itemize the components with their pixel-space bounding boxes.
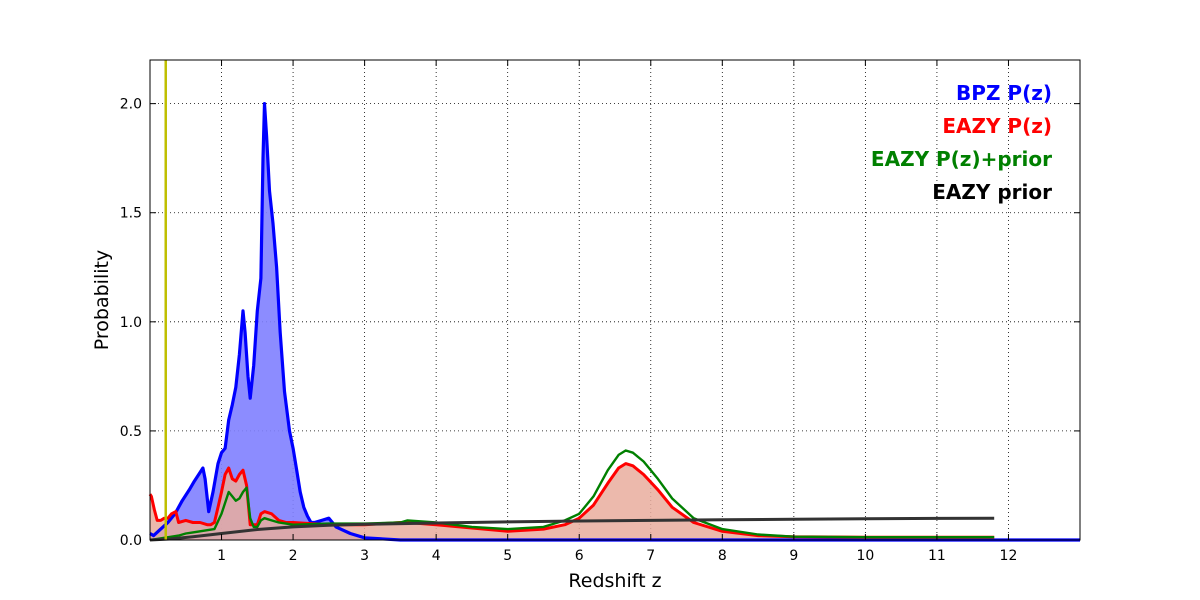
legend-entry-eazy-p-z: EAZY P(z) <box>942 114 1052 138</box>
series-lines <box>148 101 1080 542</box>
x-tick-label: 4 <box>432 548 441 564</box>
y-tick-label: 1.0 <box>120 315 142 331</box>
axis-ticks: 1 2 3 4 5 6 7 8 9 10 11 120.00.51.01.52.0 <box>120 60 1080 564</box>
grid <box>150 60 1080 541</box>
x-tick-label: 2 <box>289 548 298 564</box>
x-tick-label: 8 <box>718 548 727 564</box>
y-tick-label: 0.5 <box>120 424 142 440</box>
x-tick-label: 5 <box>503 548 512 564</box>
plot-frame <box>149 59 1081 541</box>
legend: BPZ P(z) EAZY P(z) EAZY P(z)+prior EAZY pri… <box>871 81 1052 204</box>
x-tick-label: 11 <box>928 548 946 564</box>
x-axis-title: Redshift z <box>568 570 661 592</box>
eazy-prior-line <box>149 516 995 542</box>
eazy-p-z-line <box>148 462 995 539</box>
legend-entry-bpz-p-z: BPZ P(z) <box>956 81 1052 105</box>
x-tick-label: 1 <box>217 548 226 564</box>
x-tick-label: 6 <box>575 548 584 564</box>
y-tick-label: 0.0 <box>120 533 142 549</box>
y-axis-title: Probability <box>91 250 113 350</box>
legend-entry-eazy-prior: EAZY prior <box>932 180 1052 204</box>
y-tick-label: 2.0 <box>120 97 142 113</box>
x-tick-label: 7 <box>646 548 655 564</box>
eazy-p-z-prior-line <box>149 449 995 542</box>
x-tick-label: 10 <box>856 548 874 564</box>
x-tick-label: 12 <box>1000 548 1018 564</box>
x-tick-label: 3 <box>360 548 369 564</box>
legend-entry-eazy-p-z-prior: EAZY P(z)+prior <box>871 147 1052 171</box>
x-tick-label: 9 <box>789 548 798 564</box>
y-tick-label: 1.5 <box>120 206 142 222</box>
